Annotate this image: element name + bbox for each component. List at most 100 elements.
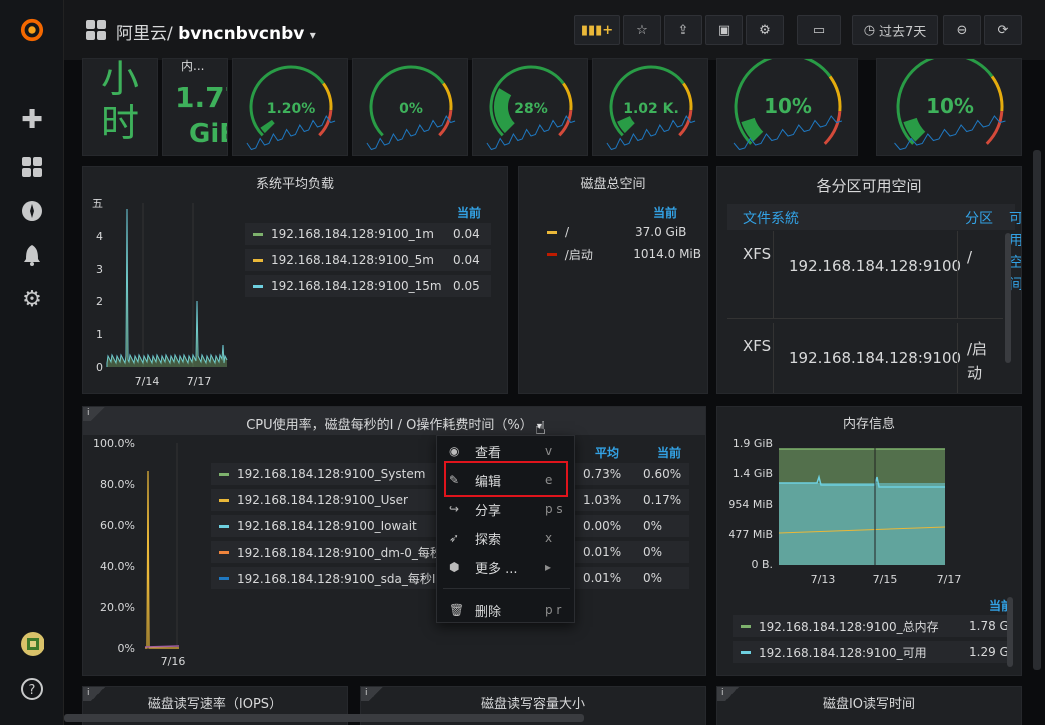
panel-info-icon[interactable]: i	[83, 407, 113, 421]
y-axis-tick-label: 80.0%	[100, 478, 135, 491]
panel-title[interactable]: CPU使用率，磁盘每秒的I / O操作耗费时间（%） ▾	[246, 418, 542, 433]
panel-info-icon[interactable]: i	[361, 687, 391, 701]
add-panel-button[interactable]: ▮▮▮+	[574, 15, 620, 45]
legend-current-value: 0.05	[453, 279, 480, 293]
star-button[interactable]: ☆	[623, 15, 661, 45]
menu-item-4[interactable]: ⬢ 更多 ... ▸	[437, 554, 576, 580]
gauge-panel[interactable]: 0%	[352, 58, 468, 156]
legend-row[interactable]: 192.168.184.128:9100_5m 0.04	[245, 249, 491, 271]
breadcrumb-folder[interactable]: 阿里云/	[116, 24, 173, 44]
table-scrollbar[interactable]	[1005, 233, 1011, 363]
gauge-graphic: 1.20%	[246, 65, 336, 151]
menu-item-shortcut: ▸	[545, 560, 552, 574]
settings-button[interactable]: ⚙	[746, 15, 784, 45]
disk-io-time-panel[interactable]: i 磁盘IO读写时间	[716, 686, 1022, 725]
legend-current-value: 0.17%	[643, 493, 682, 507]
panel-header[interactable]	[83, 407, 705, 435]
menu-item-2[interactable]: ↪ 分享 p s	[437, 496, 576, 522]
help-icon[interactable]: ?	[20, 677, 44, 701]
uptime-stat-panel[interactable]: 小 时	[82, 58, 158, 156]
legend-avg-value: 0.01%	[583, 571, 622, 585]
legend-swatch	[741, 624, 751, 628]
gauge-panel[interactable]: 1.20%	[232, 58, 348, 156]
gauge-panel[interactable]: 10%	[876, 58, 1022, 156]
alerting-bell-icon[interactable]	[20, 243, 44, 267]
legend-row[interactable]: 192.168.184.128:9100_总内存 1.78 G	[733, 615, 1013, 637]
user-avatar[interactable]	[20, 632, 44, 656]
legend-label: 192.168.184.128:9100_Iowait	[237, 519, 417, 533]
legend-avg-value: 0.00%	[583, 519, 622, 533]
y-axis-tick-label: 0%	[118, 642, 135, 655]
menu-item-5[interactable]: 🗑 删除 p r	[437, 597, 576, 623]
memory-stat-label: 内...	[181, 59, 205, 73]
legend-label: /	[565, 225, 570, 239]
load-average-graph: 五 4 3 2 1 0 7/14 7/17	[92, 197, 228, 388]
gauge-panel[interactable]: 10%	[716, 58, 858, 156]
menu-item-1[interactable]: ✎ 编辑 e	[437, 467, 576, 493]
panel-info-icon[interactable]: i	[83, 687, 113, 701]
column-available[interactable]: 可用空间	[1009, 211, 1022, 293]
memory-graph: 1.9 GiB 1.4 GiB 954 MiB 477 MiB 0 B. 7/13 7/15…	[728, 437, 961, 586]
legend-label: 192.168.184.128:9100_User	[237, 493, 408, 507]
panel-info-icon[interactable]: i	[717, 687, 747, 701]
legend-label: /启动	[564, 247, 593, 262]
gauge-value-arc	[903, 117, 926, 142]
table-row[interactable]: XFS 192.168.184.128:9100 /启动	[727, 323, 1003, 393]
breadcrumb[interactable]: 阿里云/ bvncnbvcnbv ▾	[116, 19, 316, 44]
x-axis-tick-label: 7/14	[135, 375, 160, 388]
column-partition[interactable]: 分区	[965, 211, 993, 227]
refresh-button[interactable]: ⟳	[984, 15, 1022, 45]
table-row[interactable]: XFS 192.168.184.128:9100 /	[727, 231, 1003, 319]
cpu-io-graph: 100.0% 80.0% 60.0% 40.0% 20.0% 0% 7/16	[93, 437, 185, 668]
gauge-value: 10%	[764, 94, 812, 118]
gauge-value: 10%	[926, 94, 974, 118]
load-average-panel[interactable]: 系统平均负载 五 4 3 2 1 0 7/14 7/17 当前 192.168.184.128…	[82, 166, 508, 394]
tv-mode-button[interactable]: ▭	[797, 15, 841, 45]
legend-current-value: 0%	[643, 571, 663, 585]
save-button[interactable]: ▣	[705, 15, 743, 45]
legend-current-value: 0%	[643, 545, 663, 559]
partition-free-space-panel[interactable]: 各分区可用空间 文件系統 分区 可用空间 XFS 192.168.184.128…	[716, 166, 1022, 394]
memory-stat-panel[interactable]: 内... 1.77 GiB	[162, 58, 228, 156]
legend-label: 192.168.184.128:9100_15m	[271, 279, 442, 293]
memory-info-panel[interactable]: 内存信息 1.9 GiB 1.4 GiB 954 MiB 477 MiB 0 B. 7/1…	[716, 406, 1022, 676]
legend-current-header: 当前	[653, 206, 678, 220]
menu-item-3[interactable]: ➶ 探索 x	[437, 525, 576, 551]
legend-row[interactable]: 192.168.184.128:9100_1m 0.04	[245, 223, 491, 245]
legend-row[interactable]: / 37.0 GiB	[539, 221, 701, 243]
gauge-panel[interactable]: 1.02 K.	[592, 58, 708, 156]
menu-item-0[interactable]: ◉ 查看 v	[437, 438, 576, 464]
gauge-sparkline	[246, 114, 336, 151]
legend-current-header: 当前	[457, 206, 482, 220]
y-axis-tick-label: 954 MiB	[728, 498, 773, 511]
legend-label: 192.168.184.128:9100_dm-0_每秒I / O	[237, 545, 467, 560]
share-button[interactable]: ⇪	[664, 15, 702, 45]
page-horizontal-scrollbar[interactable]	[64, 714, 584, 722]
legend-row[interactable]: /启动 1014.0 MiB	[539, 243, 701, 265]
gauge-value-arc	[494, 88, 516, 134]
create-plus-icon[interactable]: ✚	[21, 105, 43, 135]
legend-avg-value: 0.73%	[583, 467, 622, 481]
dashboard-title[interactable]: bvncnbvcnbv	[178, 24, 305, 44]
legend-row[interactable]: 192.168.184.128:9100_15m 0.05	[245, 275, 491, 297]
gauge-graphic: 0%	[366, 65, 456, 151]
disk-total-panel[interactable]: 磁盘总空间 当前 / 37.0 GiB/启动 1014.0 MiB	[518, 166, 708, 394]
gauge-threshold-arc	[318, 109, 333, 137]
time-picker-button[interactable]: ◷ 过去7天	[852, 15, 938, 45]
gauge-panel[interactable]: 28%	[472, 58, 588, 156]
dashboards-icon[interactable]	[20, 155, 44, 179]
explore-compass-icon[interactable]	[20, 199, 44, 223]
gear-icon: ⚙	[759, 22, 771, 38]
grafana-logo-icon[interactable]	[20, 18, 44, 42]
page-vertical-scrollbar[interactable]	[1033, 150, 1041, 670]
zoom-out-button[interactable]: ⊖	[943, 15, 981, 45]
y-axis-tick-label: 20.0%	[100, 601, 135, 614]
column-filesystem[interactable]: 文件系統	[743, 211, 799, 227]
legend-scrollbar[interactable]	[1007, 597, 1013, 667]
configuration-gear-icon[interactable]: ⚙	[22, 286, 42, 312]
legend-row[interactable]: 192.168.184.128:9100_可用 1.29 G	[733, 641, 1013, 663]
panel-menu-caret-icon[interactable]: ▾	[536, 421, 542, 432]
chevron-down-icon[interactable]: ▾	[309, 28, 316, 42]
time-range-label: 过去7天	[879, 24, 927, 40]
cpu-io-panel[interactable]: i CPU使用率，磁盘每秒的I / O操作耗费时间（%） ▾ 100.0% 80.0…	[82, 406, 706, 676]
